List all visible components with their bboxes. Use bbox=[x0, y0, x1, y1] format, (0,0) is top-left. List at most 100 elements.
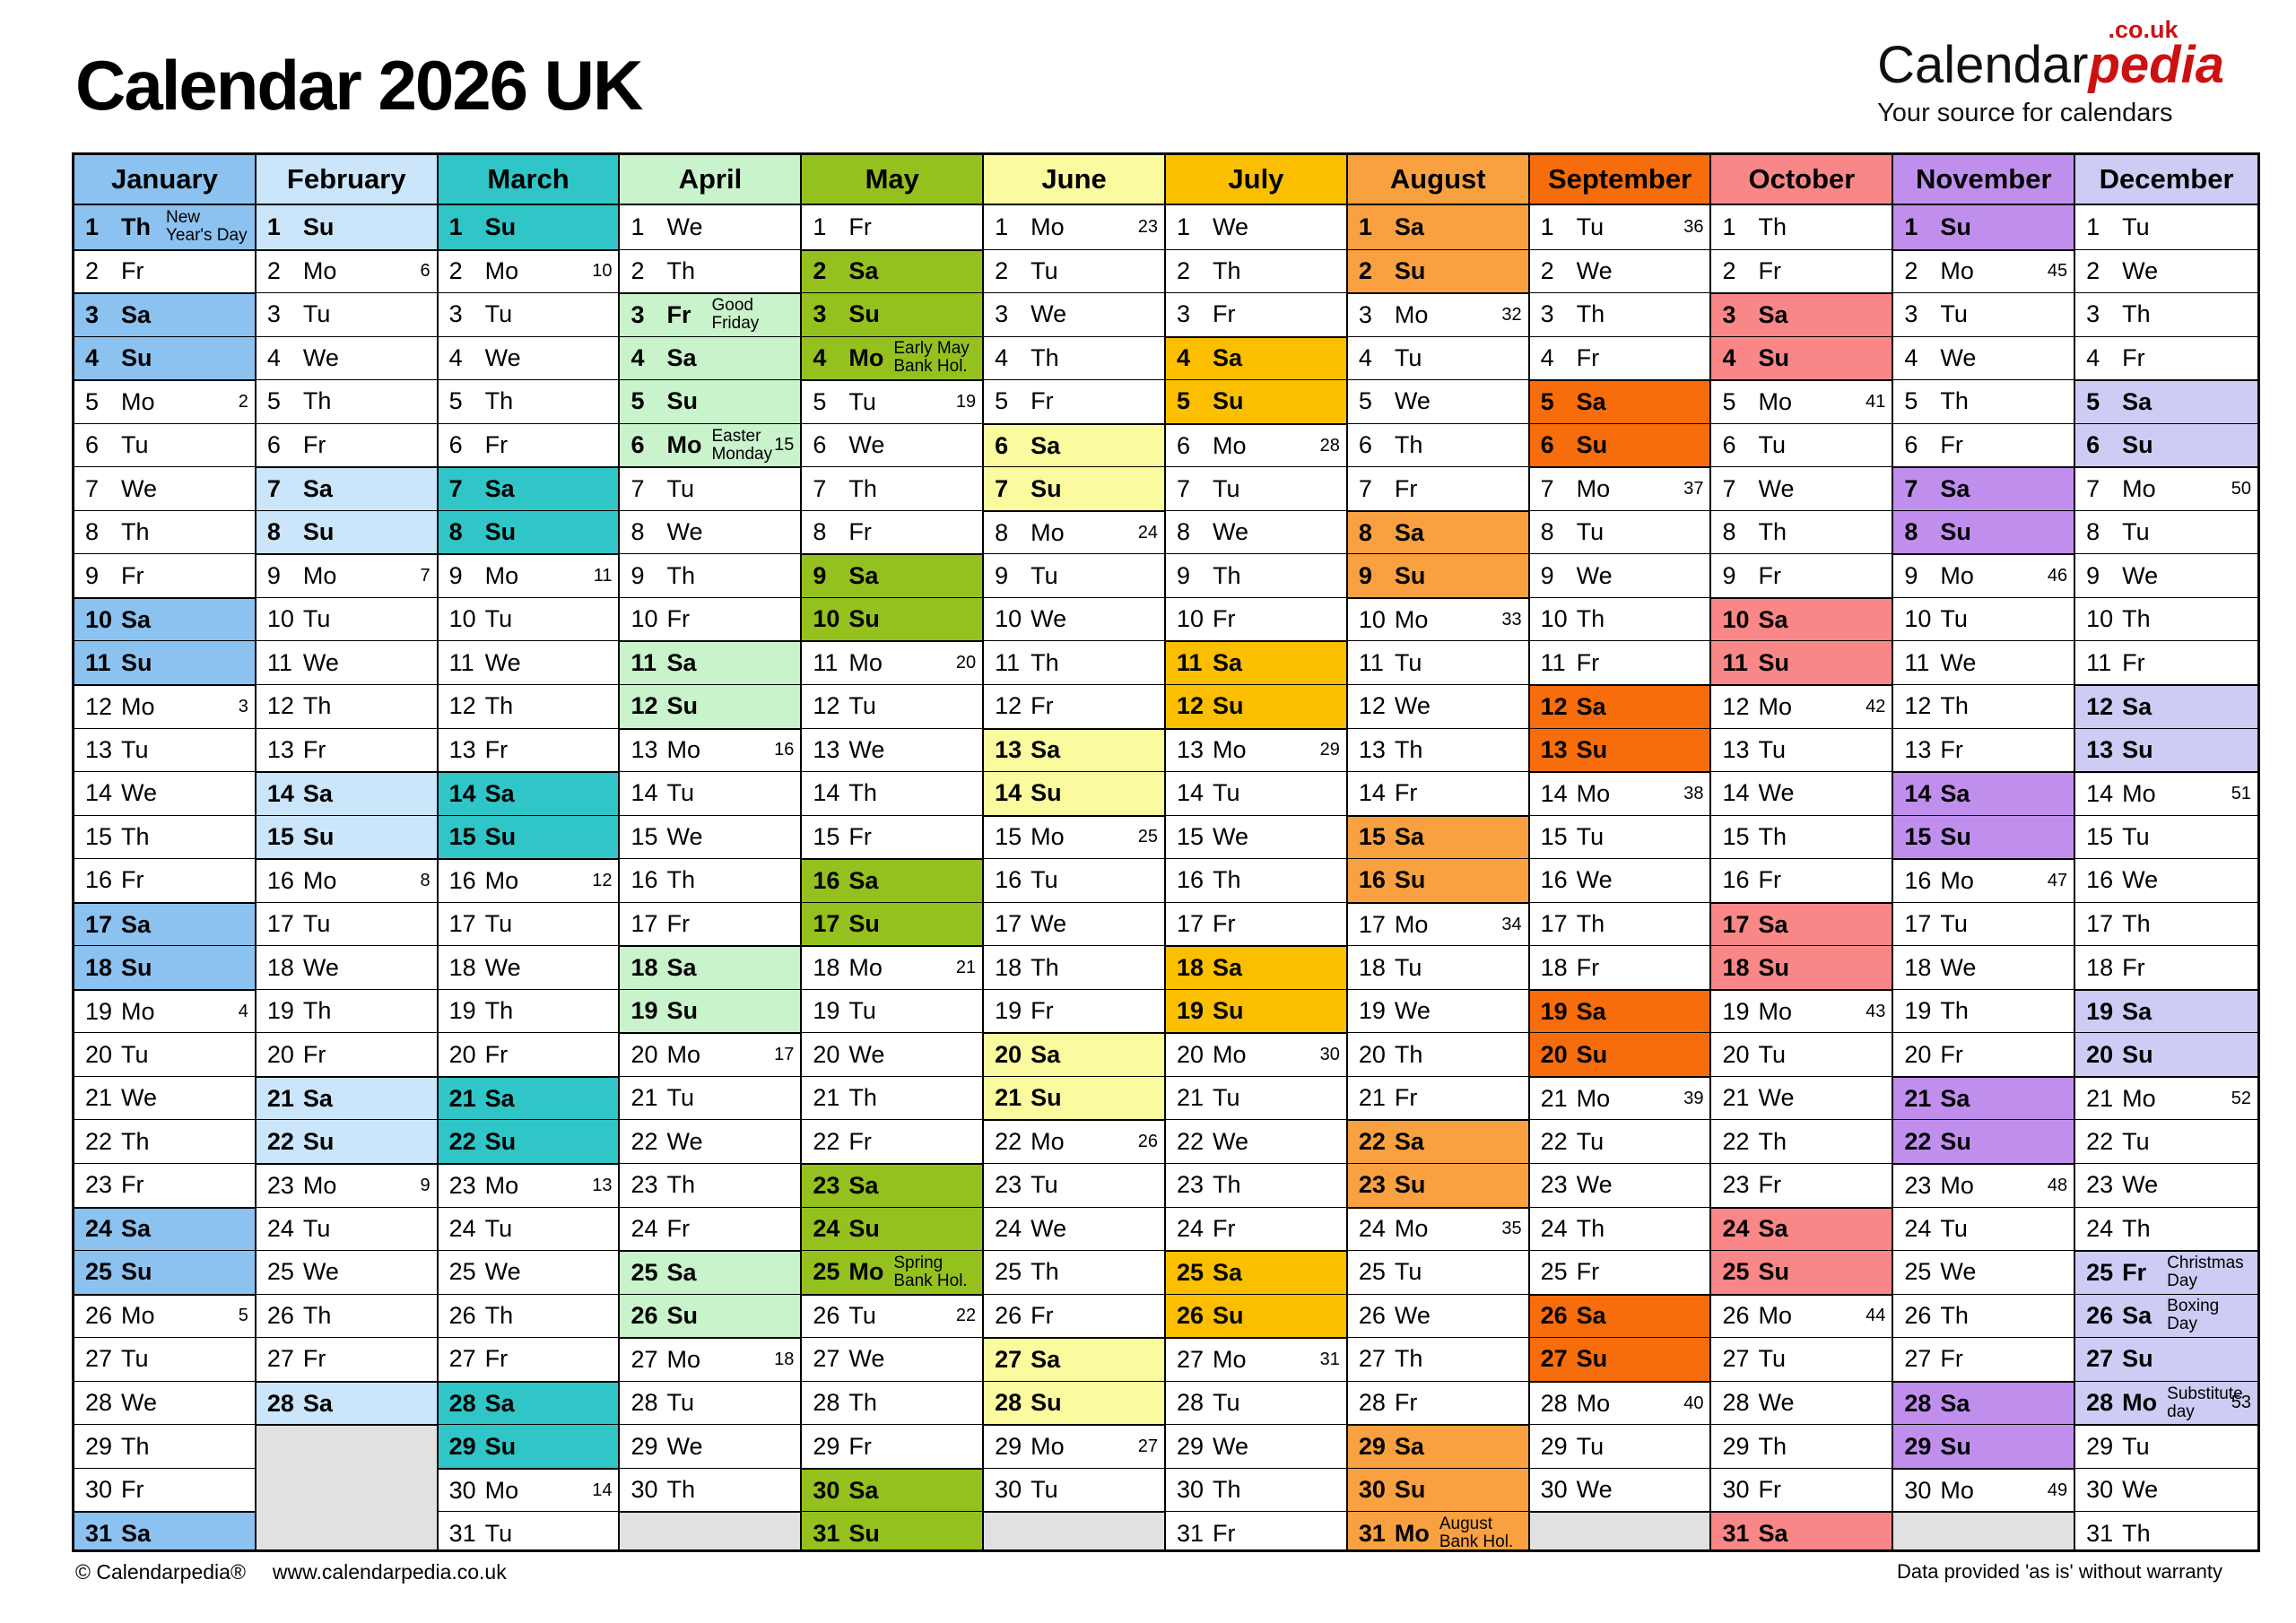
day-weekday: Tu bbox=[1394, 953, 1422, 981]
day-cell-october-27: 27 Tu bbox=[1711, 1337, 1892, 1381]
day-number: 14 bbox=[813, 779, 840, 807]
day-number: 4 bbox=[1176, 344, 1191, 372]
day-weekday: We bbox=[1576, 866, 1613, 894]
day-number: 3 bbox=[631, 300, 645, 328]
day-weekday: Th bbox=[302, 997, 332, 1025]
week-number: 40 bbox=[1683, 1393, 1704, 1413]
day-number: 10 bbox=[1722, 605, 1750, 633]
page-title: Calendar 2026 UK bbox=[75, 46, 643, 125]
day-cell-may-1: 1 Fr bbox=[802, 205, 982, 249]
day-cell-march-28: 28 Sa bbox=[438, 1380, 619, 1425]
day-number: 11 bbox=[2086, 648, 2112, 676]
day-cell-august-13: 13 Th bbox=[1347, 727, 1528, 772]
day-weekday: Sa bbox=[848, 1171, 879, 1199]
day-weekday: Tu bbox=[1031, 1476, 1058, 1504]
day-weekday: Mo bbox=[1758, 692, 1792, 720]
website-url[interactable]: www.calendarpedia.co.uk bbox=[272, 1560, 507, 1584]
day-number: 15 bbox=[631, 822, 658, 850]
day-number: 1 bbox=[1904, 213, 1918, 240]
day-cell-april-15: 15 We bbox=[620, 814, 801, 859]
day-cell-june-18: 18 Th bbox=[984, 945, 1164, 989]
day-cell-july-7: 7 Tu bbox=[1165, 466, 1346, 510]
day-cell-january-19: 19 Mo 4 bbox=[74, 988, 255, 1033]
month-column-may: May 1 Fr 2 Sa 3 Su 4 Mo Early May Bank Hol. 5 Tu 19 6… bbox=[802, 155, 985, 1549]
day-number: 28 bbox=[2086, 1389, 2114, 1417]
day-cell-march-1: 1 Su bbox=[438, 205, 619, 249]
day-cell-october-8: 8 Th bbox=[1711, 509, 1892, 554]
day-cell-january-18: 18 Su bbox=[74, 945, 255, 989]
holiday-note: New Year's Day bbox=[166, 208, 248, 246]
day-cell-july-21: 21 Tu bbox=[1165, 1075, 1346, 1120]
day-cell-december-17: 17 Th bbox=[2075, 901, 2257, 946]
day-number: 26 bbox=[1904, 1301, 1932, 1329]
day-cell-may-26: 26 Tu 22 bbox=[802, 1293, 983, 1338]
day-weekday: Th bbox=[1212, 256, 1241, 284]
day-weekday: Mo bbox=[121, 387, 155, 415]
day-number: 10 bbox=[448, 605, 476, 633]
day-number: 21 bbox=[85, 1084, 113, 1112]
day-number: 24 bbox=[2086, 1214, 2114, 1242]
day-cell-january-16: 16 Fr bbox=[74, 858, 255, 902]
day-weekday: Tu bbox=[1031, 561, 1058, 589]
month-header-may: May bbox=[802, 155, 983, 205]
day-number: 11 bbox=[266, 648, 292, 676]
day-number: 18 bbox=[1358, 953, 1386, 981]
day-cell-june-3: 3 We bbox=[984, 292, 1164, 336]
day-cell-april-3: 3 Fr Good Friday bbox=[620, 292, 801, 336]
day-weekday: Su bbox=[121, 953, 152, 981]
day-cell-march-22: 22 Su bbox=[438, 1119, 619, 1164]
day-cell-july-28: 28 Tu bbox=[1165, 1380, 1346, 1425]
day-cell-may-24: 24 Su bbox=[802, 1206, 983, 1251]
day-weekday: We bbox=[848, 1345, 885, 1373]
week-number: 28 bbox=[1319, 435, 1340, 456]
day-weekday: Fr bbox=[2122, 343, 2145, 371]
day-weekday: Fr bbox=[666, 605, 690, 633]
day-weekday: Th bbox=[666, 866, 695, 894]
day-number: 11 bbox=[85, 648, 111, 676]
calendar-grid: January 1 Th New Year's Day 2 Fr 3 Sa 4 Su 5 Mo 2 6 Tu… bbox=[72, 152, 2260, 1552]
day-cell-april-14: 14 Tu bbox=[620, 771, 801, 815]
day-cell-july-4: 4 Sa bbox=[1165, 335, 1346, 380]
day-number: 24 bbox=[266, 1214, 294, 1242]
day-number: 23 bbox=[1722, 1171, 1750, 1199]
holiday-note: Boxing Day bbox=[2167, 1297, 2220, 1334]
day-number: 10 bbox=[1176, 605, 1205, 633]
day-cell-december-29: 29 Tu bbox=[2075, 1424, 2257, 1468]
day-number: 8 bbox=[995, 518, 1009, 546]
day-number: 4 bbox=[1904, 343, 1918, 371]
day-cell-march-21: 21 Sa bbox=[438, 1075, 619, 1120]
holiday-note: Easter Monday bbox=[711, 426, 773, 464]
day-number: 13 bbox=[2086, 735, 2114, 763]
day-number: 30 bbox=[2086, 1476, 2114, 1504]
day-weekday: We bbox=[1940, 953, 1977, 981]
day-number: 10 bbox=[266, 605, 294, 633]
day-cell-august-7: 7 Fr bbox=[1347, 466, 1528, 510]
day-weekday: We bbox=[121, 474, 158, 502]
day-cell-april-21: 21 Tu bbox=[620, 1075, 801, 1120]
day-weekday: We bbox=[302, 953, 339, 981]
day-weekday: Fr bbox=[1758, 1476, 1781, 1504]
day-weekday: Th bbox=[1940, 1301, 1969, 1329]
month-header-december: December bbox=[2075, 155, 2257, 205]
day-number: 30 bbox=[1540, 1476, 1568, 1504]
day-number: 3 bbox=[2086, 300, 2100, 328]
day-weekday: We bbox=[1940, 648, 1977, 676]
day-cell-january-9: 9 Fr bbox=[74, 553, 255, 597]
day-cell-june-23: 23 Tu bbox=[984, 1163, 1164, 1207]
day-cell-july-26: 26 Su bbox=[1165, 1293, 1346, 1338]
day-weekday: Su bbox=[2122, 1345, 2153, 1373]
day-weekday: Th bbox=[1940, 387, 1969, 415]
day-weekday: Su bbox=[121, 343, 152, 371]
day-number: 2 bbox=[1904, 257, 1918, 285]
day-cell-november-10: 10 Tu bbox=[1893, 596, 2074, 641]
day-cell-april-29: 29 We bbox=[620, 1424, 801, 1468]
day-cell-february-28: 28 Sa bbox=[256, 1380, 437, 1425]
day-weekday: We bbox=[484, 1258, 521, 1286]
day-cell-may-15: 15 Fr bbox=[802, 814, 983, 859]
day-cell-june-11: 11 Th bbox=[984, 640, 1164, 684]
day-number: 28 bbox=[1722, 1389, 1750, 1417]
day-weekday: Mo bbox=[121, 997, 155, 1025]
day-weekday: Fr bbox=[1576, 343, 1600, 371]
day-cell-february-14: 14 Sa bbox=[256, 771, 437, 815]
day-cell-may-9: 9 Sa bbox=[802, 553, 983, 597]
